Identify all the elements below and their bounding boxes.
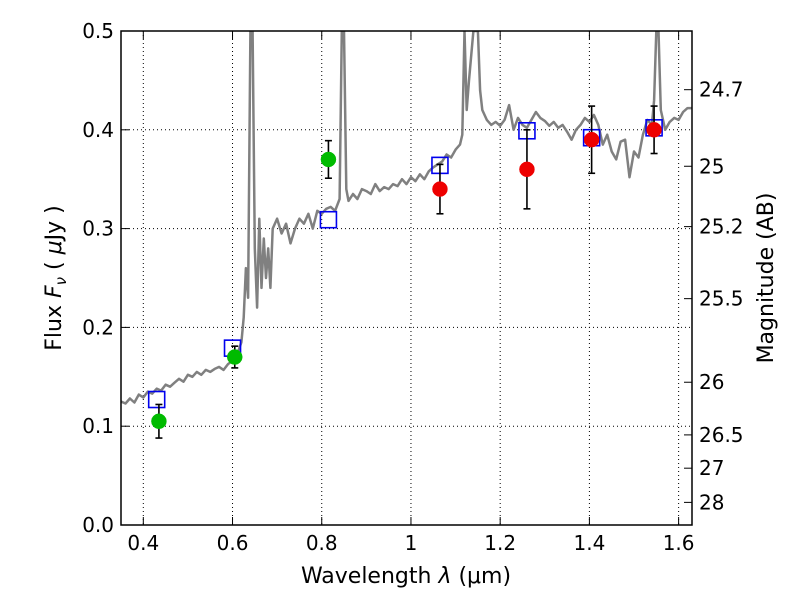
y-tick-label: 0.3 (82, 217, 114, 241)
y2-tick-label: 27 (699, 456, 724, 480)
observed-point (583, 131, 600, 148)
y-axis-label-subscript: ν (52, 277, 70, 285)
y-axis-label-symbol: F (42, 285, 67, 298)
y-axis-label-mu: μ (42, 240, 67, 255)
y2-tick-label: 25.5 (699, 287, 744, 311)
observed-point (227, 349, 243, 365)
y-axis-label: Flux Fν ( μJy ) (42, 205, 70, 350)
observed-point (432, 181, 448, 197)
x-tick-label: 1.2 (484, 531, 516, 555)
x-axis-label-lambda: λ (437, 564, 451, 589)
y-axis-label-word: Flux (42, 298, 67, 351)
y2-axis-label: Magnitude (AB) (754, 193, 779, 364)
ticks: 0.4 0.6 0.8 1 1.2 1.4 1.6 0.0 0.1 0.2 0.3 0.4 0.5 24.… (82, 19, 743, 555)
x-tick-label: 0.8 (306, 531, 338, 555)
y-tick-label: 0.0 (82, 513, 114, 537)
y-axis-label-unit: ( (42, 254, 67, 277)
model-spectrum (121, 31, 692, 405)
y2-tick-label: 25 (699, 154, 724, 178)
observed-point (151, 413, 167, 430)
x-tick-label: 1.4 (573, 531, 605, 555)
model-photometry-square (319, 210, 338, 229)
y-tick-label: 0.5 (82, 19, 114, 43)
x-tick-label: 1.6 (663, 531, 695, 555)
x-tick-label: 0.6 (217, 531, 249, 555)
y2-tick-label: 28 (699, 490, 724, 514)
x-axis-label: Wavelength λ (μm) (301, 564, 511, 589)
observed-point (320, 151, 337, 168)
observed-point (519, 161, 535, 178)
y-tick-label: 0.1 (82, 414, 114, 438)
plot-frame (120, 30, 693, 526)
y2-tick-label: 24.7 (699, 78, 744, 102)
y2-tick-label: 25.2 (699, 215, 744, 239)
x-axis-label-unit: (μm) (451, 564, 511, 589)
y2-tick-label: 26.5 (699, 423, 744, 447)
x-axis-label-word: Wavelength (301, 564, 439, 589)
y2-tick-label: 26 (699, 370, 724, 394)
spectrum-line (121, 31, 692, 405)
y-axis-label-jy: Jy ) (42, 205, 67, 242)
observed-point (646, 122, 662, 138)
x-tick-label: 1 (405, 531, 418, 555)
y-tick-label: 0.2 (82, 315, 114, 339)
markers (147, 105, 663, 439)
y-tick-label: 0.4 (82, 118, 114, 142)
plot-area (121, 31, 692, 405)
model-photometry-square (147, 390, 166, 409)
x-tick-label: 0.4 (127, 531, 159, 555)
